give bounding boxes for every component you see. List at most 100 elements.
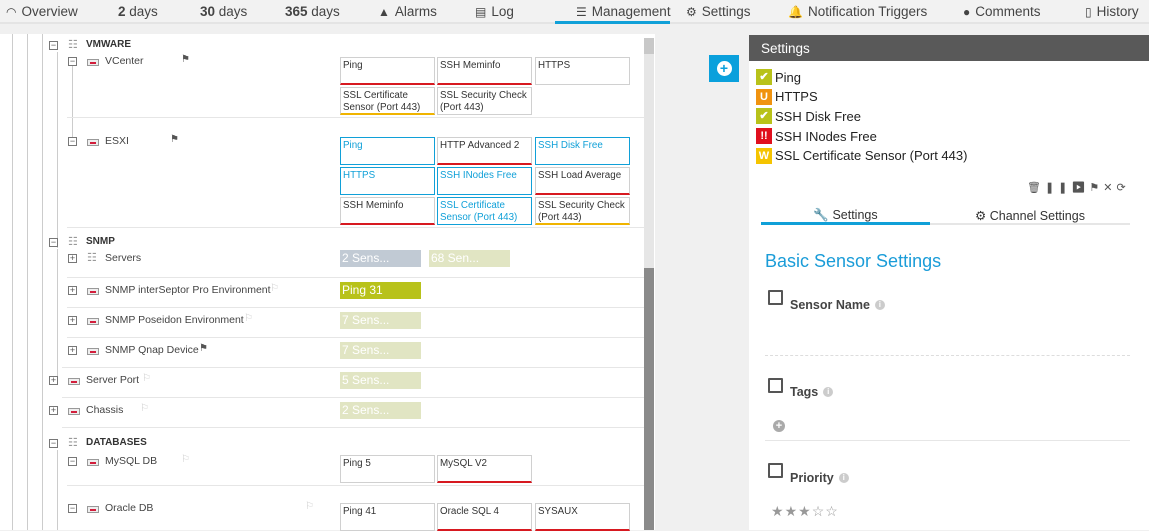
star-filled-icon[interactable]: ★	[798, 503, 812, 519]
expand-toggle[interactable]: −	[49, 237, 58, 247]
refresh-icon[interactable]: ⟳	[1116, 182, 1130, 194]
sensor-tile[interactable]: Ping 41	[340, 503, 435, 531]
sensor-tile[interactable]: SSL Certificate Sensor (Port 443)	[437, 197, 532, 225]
sensor-tile[interactable]: SSH Meminfo	[340, 197, 435, 225]
device-label[interactable]: VCenter	[105, 55, 144, 67]
group-label[interactable]: VMWARE	[86, 39, 131, 50]
device-label[interactable]: MySQL DB	[105, 455, 158, 467]
sensor-tile[interactable]: Ping	[340, 137, 435, 165]
expand-toggle[interactable]: +	[49, 375, 58, 385]
tab-days-30[interactable]: 30 days	[200, 4, 247, 19]
flag-outline-icon[interactable]: ⚐	[305, 501, 314, 512]
device-label[interactable]: Oracle DB	[105, 502, 154, 514]
sensor-tile[interactable]: SSH INodes Free	[437, 167, 532, 195]
expand-toggle[interactable]: −	[68, 56, 77, 66]
sensor-tile[interactable]: SSL Certificate Sensor (Port 443)	[340, 87, 435, 115]
sensor-tile[interactable]: Oracle SQL 4	[437, 503, 532, 531]
add-tag-icon[interactable]: +	[773, 420, 785, 432]
selected-sensor[interactable]: ✔ SSH Disk Free	[756, 108, 861, 125]
tab-log[interactable]: ▤ Log	[475, 4, 514, 19]
device-label[interactable]: Servers	[105, 252, 142, 264]
sensor-name-checkbox[interactable]	[768, 290, 783, 305]
group-label[interactable]: DATABASES	[86, 437, 147, 448]
sensor-summary[interactable]: 7 Sens...	[340, 342, 421, 359]
expand-toggle[interactable]: +	[68, 253, 77, 263]
flag-filled-icon[interactable]: ⚑	[170, 134, 179, 145]
tab-alarms[interactable]: ▲ Alarms	[378, 4, 437, 19]
expand-toggle[interactable]: −	[68, 456, 77, 466]
sensor-tile[interactable]: Ping	[340, 57, 435, 85]
expand-toggle[interactable]: +	[49, 405, 58, 415]
sensor-tile[interactable]: SSL Security Check (Port 443)	[437, 87, 532, 115]
star-filled-icon[interactable]: ★	[784, 503, 799, 519]
sensor-summary[interactable]: 68 Sen...	[429, 250, 510, 267]
selected-sensor[interactable]: !! SSH INodes Free	[756, 128, 877, 145]
sensor-tile[interactable]: MySQL V2	[437, 455, 532, 483]
flag-outline-icon[interactable]: ⚐	[181, 454, 190, 465]
device-label[interactable]: SNMP interSeptor Pro Environment	[105, 284, 271, 296]
flag-outline-icon[interactable]: ⚐	[142, 373, 151, 384]
device-label[interactable]: SNMP Poseidon Environment	[105, 314, 244, 326]
flag-icon[interactable]: ⚑	[1089, 182, 1104, 194]
sensor-summary[interactable]: 5 Sens...	[340, 372, 421, 389]
tab-history[interactable]: ▯ History	[1085, 4, 1139, 19]
expand-toggle[interactable]: −	[68, 503, 77, 513]
tab-comments[interactable]: ● Comments	[963, 4, 1041, 19]
play-icon[interactable]: ▶	[1071, 182, 1090, 194]
tab-management[interactable]: ☰ Management	[555, 0, 671, 24]
expand-toggle[interactable]: +	[68, 345, 77, 355]
selected-sensor[interactable]: U HTTPS	[756, 88, 818, 105]
trash-icon[interactable]: 🗑	[1027, 182, 1045, 194]
device-label[interactable]: SNMP Qnap Device	[105, 344, 199, 356]
sensor-tile[interactable]: SYSAUX	[535, 503, 630, 531]
priority-stars[interactable]: ★★★☆☆	[771, 503, 839, 520]
star-empty-icon[interactable]: ☆	[825, 503, 839, 519]
add-button[interactable]: +	[709, 55, 739, 82]
star-empty-icon[interactable]: ☆	[811, 503, 826, 519]
sensor-tile[interactable]: HTTPS	[535, 57, 630, 85]
flag-outline-icon[interactable]: ⚐	[244, 313, 253, 324]
device-label[interactable]: Chassis	[86, 404, 124, 416]
flag-filled-icon[interactable]: ⚑	[181, 54, 190, 65]
info-icon[interactable]: i	[838, 473, 849, 483]
sensor-tile[interactable]: HTTP Advanced 2	[437, 137, 532, 165]
tab-days-2[interactable]: 2 days	[118, 4, 158, 19]
expand-toggle[interactable]: −	[68, 136, 77, 146]
info-icon[interactable]: i	[874, 300, 885, 310]
star-filled-icon[interactable]: ★	[771, 503, 785, 519]
tab-notification-triggers[interactable]: 🔔 Notification Triggers	[788, 4, 927, 19]
info-icon[interactable]: i	[823, 387, 834, 397]
flag-outline-icon[interactable]: ⚐	[270, 283, 279, 294]
expand-toggle[interactable]: −	[49, 438, 58, 448]
tab-sensor-settings[interactable]: 🔧 Settings	[761, 208, 930, 225]
sensor-tile[interactable]: SSH Load Average	[535, 167, 630, 195]
tags-checkbox[interactable]	[768, 378, 783, 393]
selected-sensor[interactable]: ✔ Ping	[756, 69, 801, 85]
flag-outline-icon[interactable]: ⚐	[140, 403, 149, 414]
scrollbar[interactable]	[644, 38, 654, 530]
sensor-tile[interactable]: SSH Meminfo	[437, 57, 532, 85]
sensor-summary[interactable]: 2 Sens...	[340, 402, 421, 419]
selected-sensor[interactable]: W SSL Certificate Sensor (Port 443)	[756, 147, 967, 164]
tab-overview[interactable]: ◠ Overview	[6, 4, 78, 19]
sensor-summary[interactable]: 7 Sens...	[340, 312, 421, 329]
scrollbar-thumb[interactable]	[644, 268, 654, 530]
expand-toggle[interactable]: +	[68, 315, 77, 325]
device-label[interactable]: ESXI	[105, 135, 129, 147]
sensor-tile[interactable]: HTTPS	[340, 167, 435, 195]
tab-channel-settings[interactable]: ⚙ Channel Settings	[930, 208, 1130, 225]
sensor-tile[interactable]: SSL Security Check (Port 443)	[535, 197, 630, 225]
priority-checkbox[interactable]	[768, 463, 783, 478]
tab-settings[interactable]: ⚙ Settings	[686, 4, 751, 19]
group-label[interactable]: SNMP	[86, 236, 115, 247]
device-label[interactable]: Server Port	[86, 374, 140, 386]
sensor-summary[interactable]: Ping 31	[340, 282, 421, 299]
sensor-summary[interactable]: 2 Sens...	[340, 250, 421, 267]
flag-filled-icon[interactable]: ⚑	[199, 343, 208, 354]
expand-toggle[interactable]: +	[68, 285, 77, 295]
sensor-tile[interactable]: SSH Disk Free	[535, 137, 630, 165]
close-icon[interactable]: ✕	[1103, 182, 1117, 194]
sensor-tile[interactable]: Ping 5	[340, 455, 435, 483]
pause-icon[interactable]: ❚❚	[1044, 182, 1072, 194]
expand-toggle[interactable]: −	[49, 40, 58, 50]
